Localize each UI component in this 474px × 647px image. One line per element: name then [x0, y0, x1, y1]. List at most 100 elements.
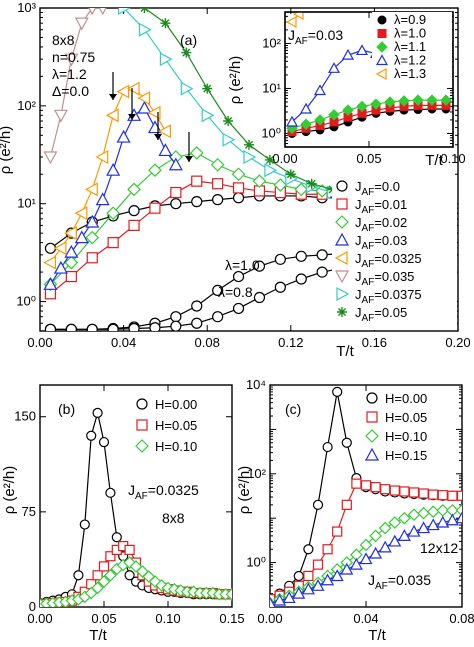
- legend-label: JAF=0.02: [355, 215, 407, 234]
- legend-label-pre: J: [355, 251, 362, 266]
- series-H-0-10-point: [417, 506, 430, 520]
- series--1-0-point: [295, 250, 307, 262]
- annotation-jaf-post: =0.0325: [148, 482, 199, 498]
- series-J-AF-0-05-point: [202, 83, 213, 94]
- series-J-AF-0-05-point: [181, 47, 192, 58]
- panel-b: 0.00 0.05 0.10 0.15 0 75 150 T/t ρ (e²/h) (b) H=0.…: [1, 384, 245, 644]
- legend-label: H=0.10: [155, 439, 197, 454]
- series--1-2-point: [327, 62, 341, 73]
- series-J-AF-0-0-point: [191, 196, 203, 208]
- series-J-AF-0-05-point: [160, 18, 171, 29]
- series--1-2-point: [285, 115, 299, 127]
- series-H-0-05-point: [456, 490, 462, 501]
- legend-marker: [334, 250, 348, 266]
- series--1-0-point: [316, 249, 328, 261]
- series-H-0-15-point: [378, 540, 392, 553]
- series--1-0-point: [212, 284, 224, 296]
- legend-label: JAF=0.01: [355, 197, 407, 216]
- series-H-0-15-point: [282, 591, 296, 604]
- legend-label-pre: J: [355, 305, 362, 320]
- legend-label-post: =0.0325: [374, 251, 421, 266]
- legend-label: H=0.00: [385, 391, 427, 406]
- plot-frame: [39, 7, 459, 332]
- series-H-0-10-point: [359, 538, 373, 552]
- series-H-0-00-point: [86, 430, 97, 441]
- legend-label: H=0.10: [385, 429, 427, 444]
- series--0-8-point: [191, 317, 203, 329]
- series-H-0-15-point: [340, 562, 354, 575]
- series--1-3-point: [292, 12, 304, 21]
- series-H-0-05-point: [105, 551, 116, 562]
- series--1-0-point: [170, 311, 182, 323]
- x-tick-label: 0.04: [111, 335, 136, 350]
- series-J-AF-0-035-point: [88, 8, 97, 16]
- series-J-AF-0-01-point: [86, 252, 98, 264]
- series--0-8-point: [295, 273, 307, 285]
- series-H-0-15-point: [330, 569, 344, 582]
- series--1-1-point: [426, 94, 438, 106]
- series-H-0-00-point: [73, 570, 84, 581]
- legend-bg: [332, 180, 457, 330]
- series-J-AF-0-0325-point: [137, 91, 151, 106]
- legend-label: JAF=0.03: [355, 233, 407, 252]
- y-tick-label: 0: [29, 599, 36, 614]
- legend-marker: [136, 419, 148, 431]
- series--1-1-point: [314, 114, 326, 126]
- series--1-1-point: [440, 94, 452, 106]
- legend-label-post: =0.03: [374, 233, 407, 248]
- series-J-AF-0-0375-point: [243, 150, 257, 165]
- x-tick-label: 0.12: [278, 335, 303, 350]
- y-tick-label: 10⁰: [261, 125, 281, 140]
- legend-label: JAF=0.0375: [355, 287, 422, 306]
- y-tick-label: 10²: [262, 35, 281, 50]
- param-text: Δ=0.0: [52, 83, 89, 99]
- panel-c: 0.00 0.04 0.08 10⁰ 10² 10⁴ T/t ρ (e²/h) (c) H=0.0…: [236, 377, 474, 644]
- legend-b: H=0.00 H=0.05 H=0.10: [135, 397, 197, 454]
- series-H-0-10-point: [388, 516, 402, 529]
- series-J-AF-0-01-point: [212, 178, 224, 190]
- series-H-0-00-point: [341, 437, 352, 448]
- series-H-0-15-point: [311, 579, 325, 591]
- series-J-AF-0-05-point: [264, 154, 275, 165]
- legend-marker: [376, 41, 388, 53]
- series-H-0-10-point: [426, 505, 440, 519]
- series-H-0-00-point: [92, 407, 103, 419]
- legend-marker: [366, 392, 378, 404]
- series-H-0-05-point: [351, 478, 362, 489]
- series-J-AF-0-0325-point: [126, 81, 140, 96]
- series-J-AF-0-02-point: [106, 206, 120, 221]
- series-H-0-15-point: [321, 573, 335, 586]
- series--0-8-point: [170, 320, 182, 331]
- series--1-1-point: [300, 118, 312, 130]
- legend-marker: [377, 29, 387, 38]
- series-H-0-05-point: [380, 484, 391, 495]
- x-axis-label: T/t: [336, 343, 354, 360]
- series-H-0-05-point: [98, 561, 110, 572]
- annotation-lattice: 8x8: [162, 510, 185, 526]
- legend-label: λ=1.1: [394, 39, 426, 54]
- series--1-0-point: [274, 253, 286, 265]
- series--1-1-point: [384, 96, 396, 108]
- series-J-AF-0-035-line: [49, 8, 103, 158]
- y-tick-label: 10⁴: [246, 377, 266, 392]
- y-tick-label: 10¹: [17, 196, 36, 211]
- legend-label: JAF=0.0325: [355, 251, 422, 270]
- legend-label-pre: J: [355, 197, 362, 212]
- curve-label: λ=1.0: [225, 257, 260, 273]
- series-J-AF-0-0375-point: [159, 52, 173, 67]
- series-J-AF-0-0325-point: [43, 255, 57, 270]
- legend-label-post: =0.0: [374, 179, 400, 194]
- series-J-AF-0-02-point: [231, 167, 246, 182]
- series-H-0-05-point: [408, 487, 420, 498]
- series-J-AF-0-02-point: [64, 255, 79, 270]
- series-J-AF-0-02-point: [294, 182, 309, 197]
- series--1-2-point: [313, 84, 327, 96]
- legend-label-pre: J: [355, 179, 362, 194]
- legend-inset: λ=0.9λ=1.0λ=1.1λ=1.2λ=1.3: [372, 12, 452, 84]
- series-H-0-00-point: [303, 544, 314, 555]
- series-H-0-10-point: [398, 511, 411, 525]
- x-axis-label: T/t: [368, 627, 386, 644]
- series-J-AF-0-0375-point: [201, 108, 215, 123]
- series-J-AF-0-02-point: [148, 163, 162, 178]
- series--1-1-point: [412, 94, 424, 106]
